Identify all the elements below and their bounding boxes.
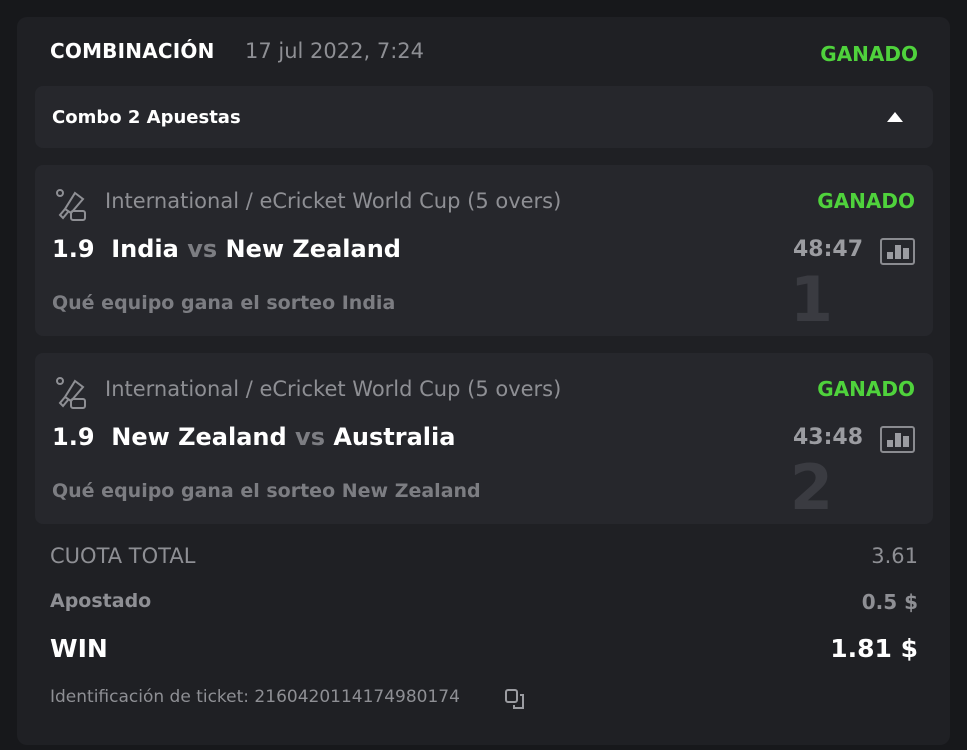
status-badge: GANADO [820,42,918,66]
stats-icon[interactable] [880,238,915,265]
ticket-id: Identificación de ticket: 21604201141749… [50,687,460,707]
bet-item: 1 International / eCricket World Cup (5 … [35,165,933,336]
market-selection: Qué equipo gana el sorteo New Zealand [52,480,481,502]
team-2: Australia [333,423,456,451]
combo-label: Combo 2 Apuestas [52,107,241,128]
win-label: WIN [50,634,108,663]
bet-index: 2 [789,451,833,524]
bet-ticket-card: COMBINACIÓN 17 jul 2022, 7:24 GANADO Com… [17,17,950,745]
bet-date: 17 jul 2022, 7:24 [245,39,425,63]
team-1: New Zealand [111,423,287,451]
total-odds-value: 3.61 [871,544,918,568]
odds: 1.9 [52,235,95,263]
ecricket-icon [56,189,86,221]
copy-icon[interactable] [504,688,526,710]
match-title[interactable]: 1.9 India vs New Zealand [52,235,401,263]
combo-toggle[interactable]: Combo 2 Apuestas [35,86,933,148]
team-1: India [111,235,179,263]
bet-type: COMBINACIÓN [50,39,215,63]
total-odds-label: CUOTA TOTAL [50,544,196,568]
caret-up-icon[interactable] [887,112,903,122]
vs-label: vs [295,423,325,451]
ecricket-icon [56,377,86,409]
league-name: International / eCricket World Cup (5 ov… [105,189,562,213]
status-badge: GANADO [817,189,915,213]
odds: 1.9 [52,423,95,451]
bet-index: 1 [789,263,833,336]
league-name: International / eCricket World Cup (5 ov… [105,377,562,401]
stats-icon[interactable] [880,426,915,453]
market-selection: Qué equipo gana el sorteo India [52,292,396,314]
vs-label: vs [187,235,218,263]
status-badge: GANADO [817,377,915,401]
stake-value: 0.5 $ [861,590,918,614]
team-2: New Zealand [225,235,401,263]
score: 48:47 [792,237,863,262]
stake-label: Apostado [50,590,152,612]
score: 43:48 [792,425,863,450]
win-value: 1.81 $ [830,634,918,663]
match-title[interactable]: 1.9 New Zealand vs Australia [52,423,455,451]
bet-item: 2 International / eCricket World Cup (5 … [35,353,933,524]
